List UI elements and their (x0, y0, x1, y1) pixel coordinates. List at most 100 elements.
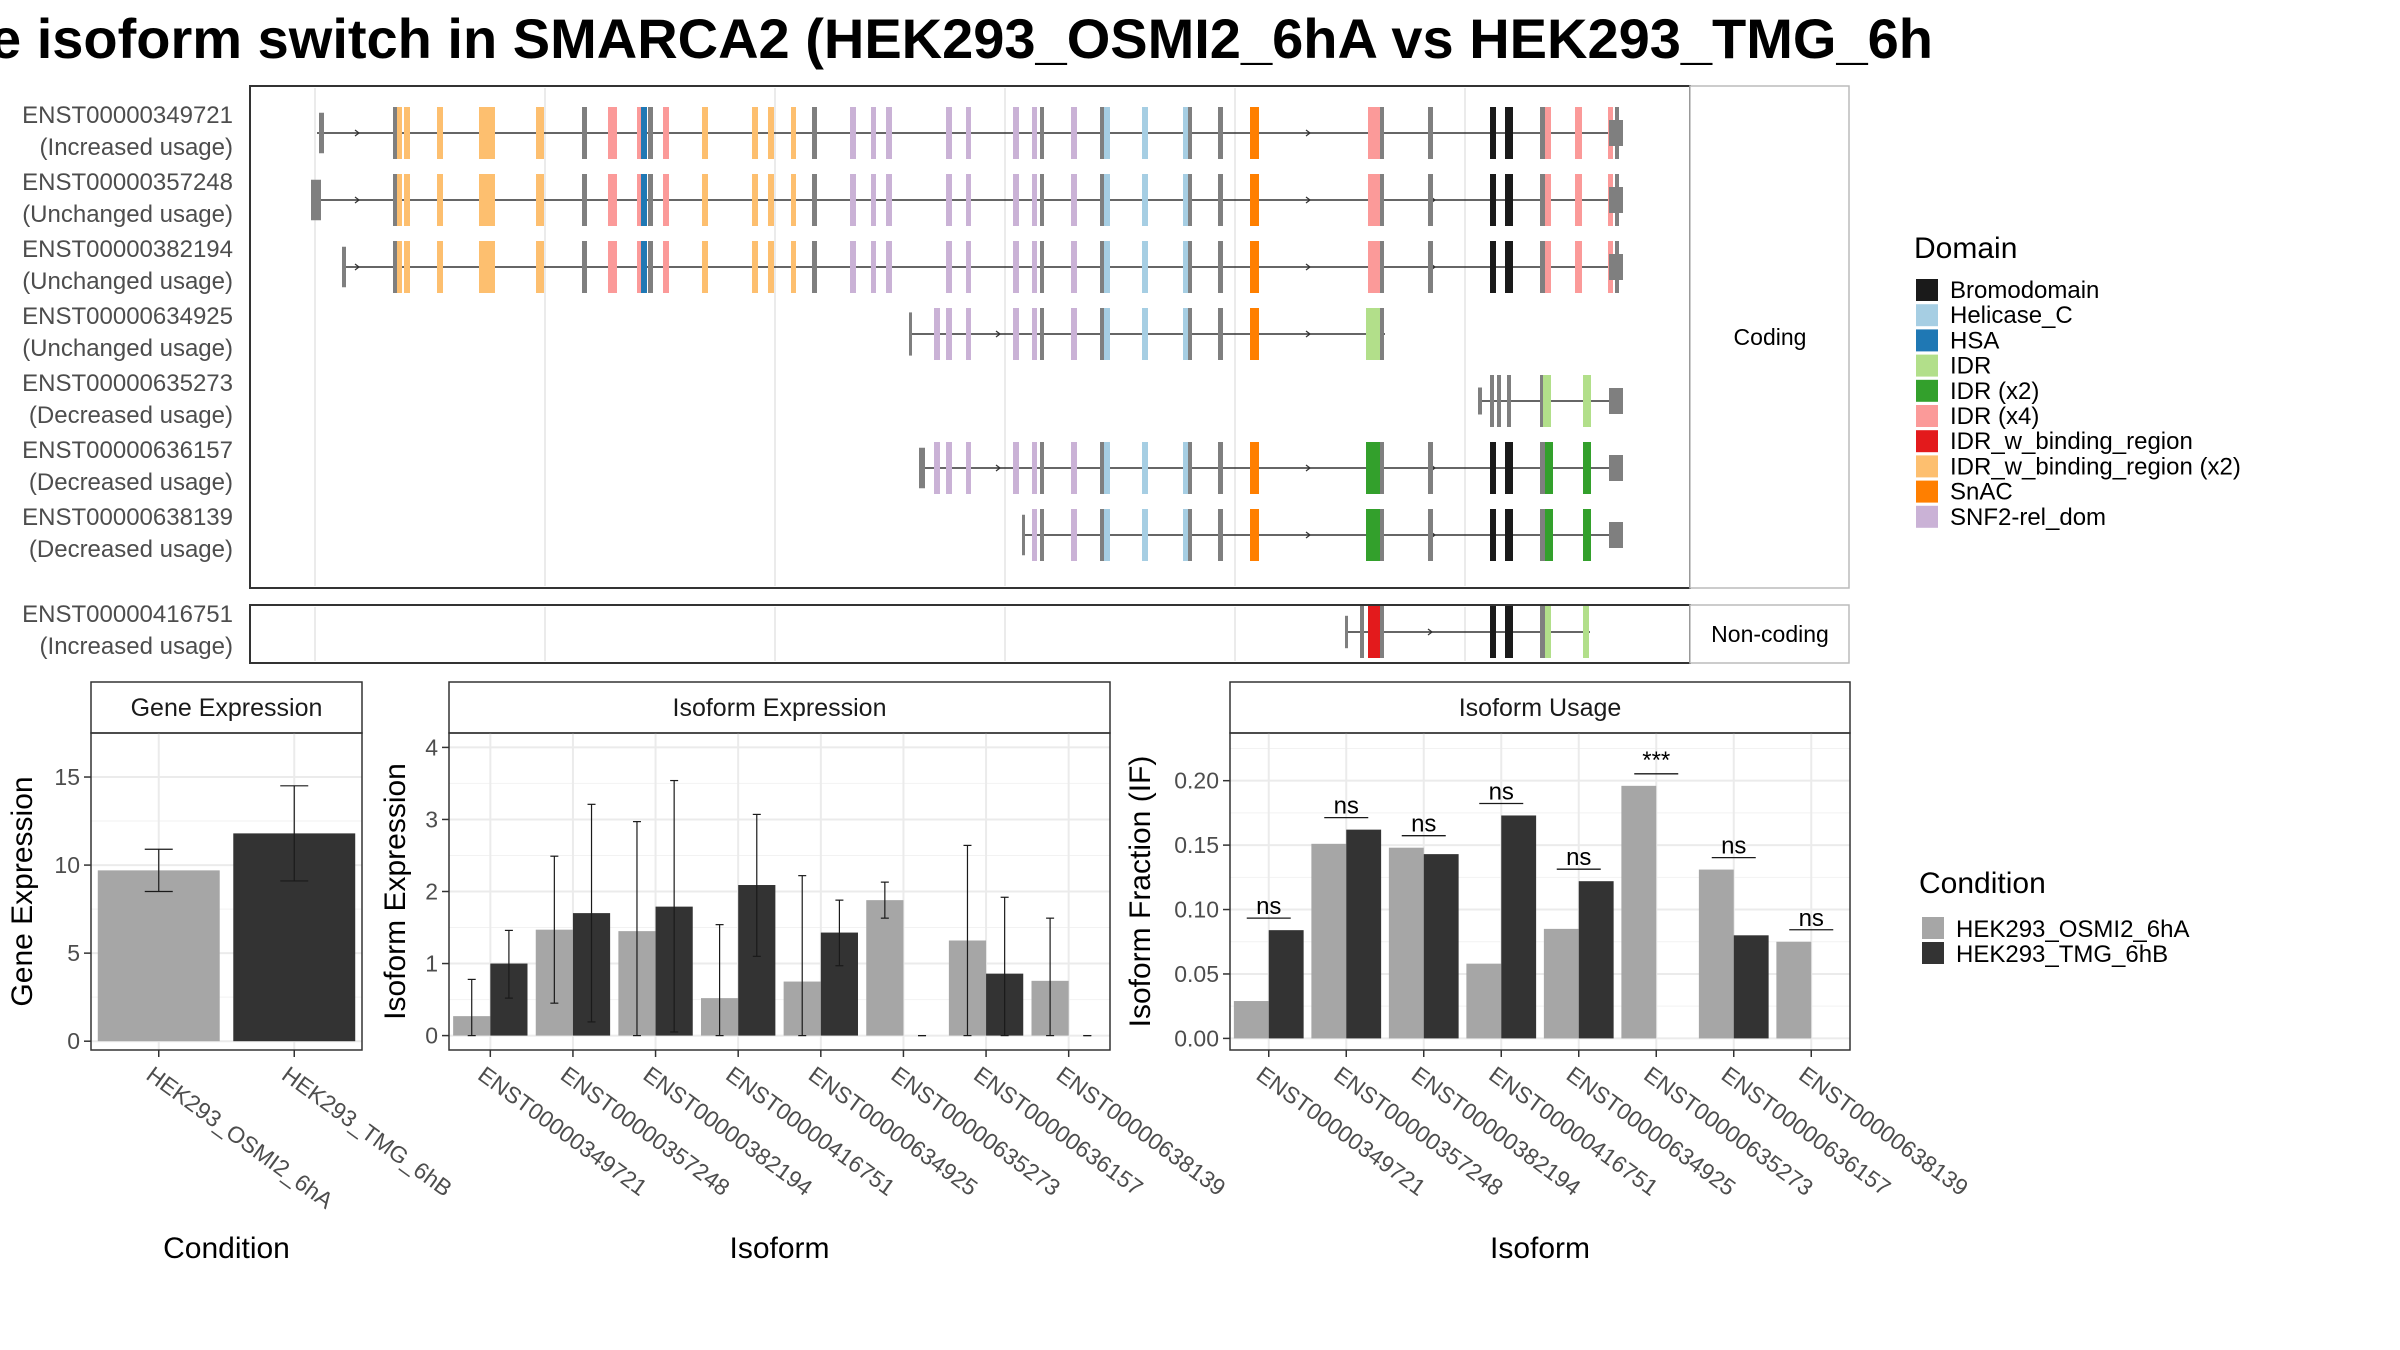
exon (702, 107, 708, 159)
panel-border (90, 732, 363, 1051)
transcript-structure-row (1022, 509, 1623, 561)
exon (1040, 174, 1044, 226)
exon (1366, 509, 1380, 561)
exon (1540, 375, 1545, 427)
exon (1218, 308, 1223, 360)
coding-strip-label: Coding (1734, 324, 1807, 350)
strand-arrow (1305, 330, 1311, 338)
exon (404, 107, 410, 159)
facet-title: Isoform Usage (1459, 694, 1622, 722)
exon (479, 241, 495, 293)
domain-legend-swatch (1916, 405, 1938, 427)
condition-legend-swatch (1922, 942, 1944, 964)
domain-legend-swatch (1916, 279, 1938, 301)
exon (1013, 442, 1019, 494)
significance-label: *** (1642, 747, 1670, 774)
exon (1490, 509, 1496, 561)
exon (1366, 442, 1380, 494)
exon (1100, 509, 1105, 561)
x-axis-title: Condition (163, 1232, 290, 1265)
noncoding-structure-panel (249, 604, 1691, 664)
utr-exon (311, 179, 321, 221)
exon (1188, 174, 1192, 226)
panel-border (1229, 732, 1851, 1051)
exon (966, 107, 971, 159)
domain-legend-swatch (1916, 354, 1938, 377)
exon (1183, 442, 1189, 494)
exon (1218, 509, 1223, 561)
exon (791, 174, 796, 226)
y-tick-label: 4 (425, 734, 438, 760)
exon (752, 107, 758, 159)
exon (886, 107, 892, 159)
y-tick-label: 0.05 (1174, 961, 1219, 987)
exon (934, 308, 940, 360)
exon (871, 241, 876, 293)
exon (1040, 442, 1044, 494)
exon (946, 241, 952, 293)
y-axis-title: Gene Expression (6, 776, 39, 1006)
transcript-structure-row (342, 241, 1623, 293)
y-tick-label: 0.10 (1174, 897, 1219, 923)
transcript-id-label: ENST00000635273 (22, 370, 233, 397)
exon (1540, 442, 1545, 494)
exon (752, 174, 758, 226)
exon (1071, 107, 1077, 159)
exon (1013, 241, 1019, 293)
exon (641, 174, 647, 226)
bar (1311, 843, 1347, 1039)
exon (1490, 107, 1496, 159)
exon (1575, 107, 1582, 159)
transcript-id-label: ENST00000638139 (22, 504, 233, 531)
exon (812, 174, 817, 226)
exon (1100, 174, 1105, 226)
y-tick-label: 0 (425, 1023, 438, 1049)
exon (1428, 509, 1433, 561)
exon (1218, 241, 1223, 293)
exon (871, 107, 876, 159)
transcript-id-label: ENST00000357248 (22, 169, 233, 196)
exon (1360, 606, 1364, 658)
domain-legend-swatch (1916, 505, 1938, 528)
exon (637, 174, 643, 226)
exon (1032, 107, 1037, 159)
noncoding-strip-label: Non-coding (1711, 621, 1829, 647)
exon (536, 107, 544, 159)
exon (1583, 442, 1591, 494)
domain-legend-label: IDR (x4) (1950, 403, 2039, 430)
strand-arrow (354, 196, 360, 204)
exon (966, 442, 971, 494)
exon (946, 174, 952, 226)
exon (393, 174, 397, 226)
exon (1490, 375, 1494, 427)
transcript-structure-row (909, 308, 1385, 360)
exon (1583, 606, 1589, 658)
bar (1501, 815, 1537, 1039)
exon (1583, 375, 1591, 427)
exon (702, 174, 708, 226)
exon (1505, 241, 1513, 293)
strand-arrow (354, 263, 360, 271)
bar (1466, 963, 1502, 1039)
exon (1040, 509, 1044, 561)
transcript-id-label: ENST00000382194 (22, 236, 233, 263)
exon (582, 174, 587, 226)
exon (479, 107, 495, 159)
y-tick-label: 2 (425, 879, 438, 905)
exon (1104, 241, 1110, 293)
exon (663, 174, 669, 226)
domain-legend-label: IDR (1950, 353, 1991, 380)
exon (1575, 241, 1582, 293)
exon (1380, 509, 1384, 561)
exon (1540, 241, 1545, 293)
bar (1733, 935, 1769, 1039)
exon (404, 174, 410, 226)
exon (1250, 241, 1259, 293)
exon (1428, 241, 1433, 293)
exon (437, 107, 443, 159)
y-axis-title: Isoform Fraction (IF) (1124, 756, 1157, 1028)
exon (946, 308, 952, 360)
strand-arrow (354, 129, 360, 137)
bar (1776, 941, 1812, 1039)
utr-exon (909, 312, 912, 356)
